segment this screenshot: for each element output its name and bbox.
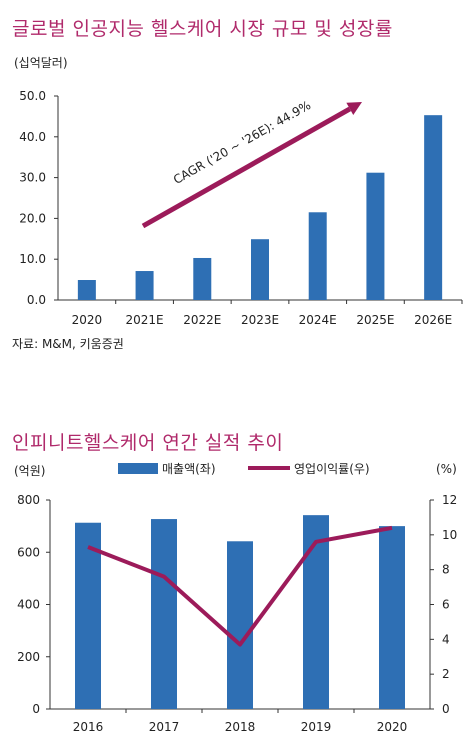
revenue-bar [151, 519, 177, 709]
chart1-title: 글로벌 인공지능 헬스케어 시장 규모 및 성장률 [12, 18, 393, 40]
x-tick-label: 2023E [241, 313, 279, 327]
x-tick-label: 2025E [356, 313, 394, 327]
revenue-bar [303, 515, 329, 709]
legend-bar-swatch [118, 463, 158, 474]
legend-bar-label: 매출액(좌) [162, 462, 216, 476]
y-tick-label: 30.0 [19, 171, 46, 185]
x-tick-label: 2024E [299, 313, 337, 327]
right-tick-label: 8 [442, 563, 450, 577]
left-tick-label: 400 [17, 598, 40, 612]
right-tick-label: 0 [442, 702, 450, 716]
y-tick-label: 0.0 [27, 293, 46, 307]
bar [135, 271, 154, 300]
bar [366, 172, 385, 300]
market-size-chart: 0.0 10.0 20.0 30.0 40.0 50.0 2020 2021E 2022E 202… [19, 89, 463, 327]
revenue-bar [227, 541, 253, 709]
right-tick-label: 12 [442, 493, 457, 507]
right-tick-label: 10 [442, 528, 457, 542]
y-tick-label: 50.0 [19, 89, 46, 103]
x-tick-label: 2020 [72, 313, 103, 327]
legend-line-label: 영업이익률(우) [294, 462, 370, 476]
left-tick-label: 0 [32, 702, 40, 716]
y-tick-label: 40.0 [19, 130, 46, 144]
right-tick-label: 6 [442, 598, 450, 612]
bar [308, 212, 327, 300]
x-tick-label: 2026E [414, 313, 452, 327]
chart1-unit-label: (십억달러) [14, 56, 68, 70]
x-tick-label: 2019 [301, 720, 332, 734]
chart2-title: 인피니트헬스케어 연간 실적 추이 [12, 432, 284, 454]
bar [77, 280, 96, 300]
x-tick-label: 2021E [126, 313, 164, 327]
y-tick-label: 20.0 [19, 211, 46, 225]
chart2-left-unit: (억원) [14, 464, 46, 478]
bar [251, 239, 269, 300]
left-tick-label: 800 [17, 493, 40, 507]
operating-margin-line [87, 525, 393, 647]
bar [424, 115, 443, 301]
y-tick-label: 10.0 [19, 252, 46, 266]
revenue-bar [75, 522, 101, 709]
x-tick-label: 2016 [73, 720, 104, 734]
revenue-bar [379, 526, 405, 709]
left-tick-label: 600 [17, 545, 40, 559]
bar [193, 257, 212, 300]
cagr-arrow-line [141, 106, 352, 229]
chart1-source: 자료: M&M, 키움증권 [12, 337, 124, 351]
right-tick-label: 4 [442, 632, 450, 646]
cagr-arrow-head [346, 102, 362, 115]
x-tick-label: 2022E [183, 313, 221, 327]
x-tick-label: 2020 [377, 720, 408, 734]
x-tick-label: 2017 [149, 720, 180, 734]
chart2-right-unit: (%) [436, 462, 457, 476]
left-tick-label: 200 [17, 650, 40, 664]
right-tick-label: 2 [442, 667, 450, 681]
x-tick-label: 2018 [225, 720, 256, 734]
